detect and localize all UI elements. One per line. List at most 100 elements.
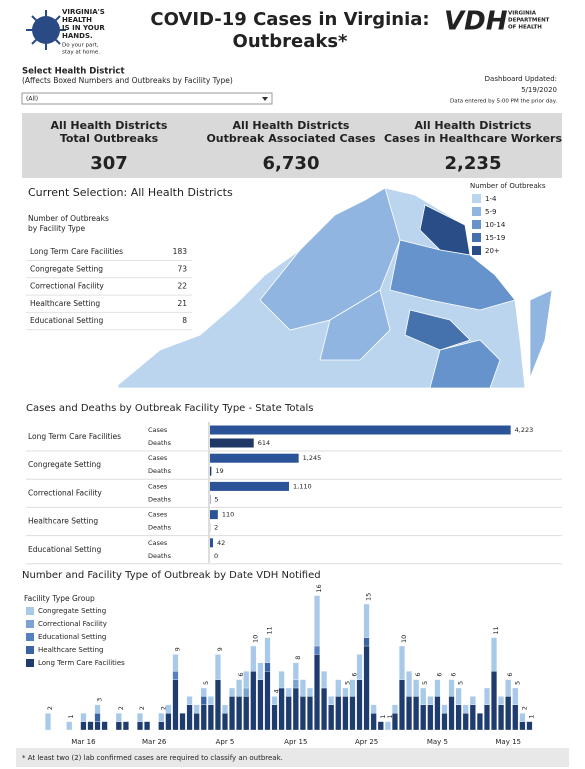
row-label: Educational Setting [30, 316, 103, 325]
dropdown-arrow[interactable] [262, 97, 268, 101]
value-label: 2 [214, 524, 218, 532]
bar-segment [314, 654, 320, 731]
value-label: 110 [222, 511, 234, 519]
chart-title: Cases and Deaths by Outbreak Facility Ty… [26, 403, 314, 414]
bar [210, 466, 212, 476]
bar [210, 453, 299, 463]
bar-segment [335, 696, 342, 731]
filter-note: (Affects Boxed Numbers and Outbreaks by … [22, 76, 233, 85]
x-tick-label: Apr 25 [355, 738, 378, 746]
logo-line: VIRGINIA'S [62, 8, 105, 16]
bar-segment [285, 696, 292, 731]
category-label: Healthcare Setting [28, 517, 98, 526]
bar-segment [455, 687, 462, 705]
dropdown-value[interactable]: (All) [26, 96, 38, 103]
bar-segment [328, 696, 335, 705]
total-label: 2 [117, 706, 125, 710]
category-label: Correctional Facility [28, 488, 102, 497]
footnote-box [16, 748, 569, 767]
bar-segment [207, 696, 214, 705]
x-tick-label: Mar 16 [71, 738, 96, 746]
bar-segment [172, 654, 179, 672]
total-label: 5 [513, 681, 521, 685]
bar-segment [158, 721, 165, 731]
bar-segment [505, 679, 512, 697]
total-label: 1 [386, 714, 394, 718]
bar-segment [448, 696, 455, 731]
bar-segment [391, 713, 398, 731]
series-label: Deaths [148, 439, 172, 447]
row-label: Long Term Care Facilities [30, 247, 123, 256]
bar-segment [271, 704, 278, 731]
bar-segment [519, 713, 526, 722]
bar [210, 438, 254, 448]
legend-label: 20+ [485, 247, 500, 255]
total-label: 2 [520, 706, 528, 710]
bar-segment [498, 704, 505, 731]
bar-segment [441, 704, 448, 714]
bar-segment [370, 704, 377, 714]
bar-segment [476, 713, 483, 731]
bar-segment [363, 603, 370, 638]
total-label: 1 [67, 714, 75, 718]
bar-segment [299, 696, 306, 731]
bar-segment [94, 721, 101, 731]
bar-segment [115, 721, 122, 731]
total-label: 10 [400, 635, 408, 643]
bar-segment [264, 637, 271, 663]
vdh-mark: VDH [444, 7, 508, 37]
logo [26, 10, 66, 50]
value-label: 4,223 [515, 426, 534, 434]
total-label: 2 [46, 706, 54, 710]
kpi-value: 307 [90, 153, 128, 174]
legend-title: Facility Type Group [24, 594, 95, 603]
legend-swatch [26, 633, 34, 641]
bar-segment [356, 654, 363, 680]
bar-segment [94, 704, 101, 714]
filter-label: Select Health District [22, 67, 125, 77]
bar-segment [448, 679, 455, 697]
bar-segment [214, 679, 221, 731]
legend-label: Correctional Facility [38, 620, 107, 628]
bar-segment [349, 679, 356, 697]
legend-label: 5-9 [485, 208, 496, 216]
series-label: Deaths [148, 552, 172, 560]
kpi-label: Cases in Healthcare Workers [384, 132, 563, 145]
bar-segment [271, 696, 278, 705]
bar-segment [441, 713, 448, 731]
bar-segment [384, 721, 391, 731]
bar-segment [122, 721, 129, 731]
legend-swatch [472, 220, 481, 229]
bar-segment [462, 713, 469, 731]
bar-segment [200, 696, 207, 705]
bar-segment [377, 721, 384, 731]
bar-segment [66, 721, 73, 731]
kpi-label: All Health Districts [233, 119, 350, 132]
total-label: 4 [273, 689, 281, 693]
vdh-line: OF HEALTH [508, 25, 542, 31]
legend-swatch [472, 207, 481, 216]
updated-note: Data entered by 5:00 PM the prior day. [450, 99, 557, 105]
bar-segment [406, 696, 413, 731]
dropdown[interactable] [21, 92, 273, 105]
total-label: 5 [421, 681, 429, 685]
vdh-line: DEPARTMENT [508, 18, 550, 24]
x-tick-label: May 5 [427, 738, 448, 746]
row-value: 183 [173, 247, 188, 256]
bar-segment [370, 713, 377, 731]
bar [210, 510, 218, 520]
bar-segment [427, 704, 434, 731]
bar-segment [455, 704, 462, 731]
legend-swatch [472, 194, 481, 203]
bar-segment [434, 696, 441, 731]
bar-segment [413, 679, 420, 697]
bar-segment [498, 696, 505, 705]
legend-swatch [26, 607, 34, 615]
kpi-label: All Health Districts [51, 119, 168, 132]
logo-line: HEALTH [62, 16, 92, 24]
value-label: 1,110 [293, 482, 312, 490]
total-label: 8 [294, 656, 302, 660]
bar-segment [250, 645, 257, 672]
bar-segment [321, 687, 328, 731]
